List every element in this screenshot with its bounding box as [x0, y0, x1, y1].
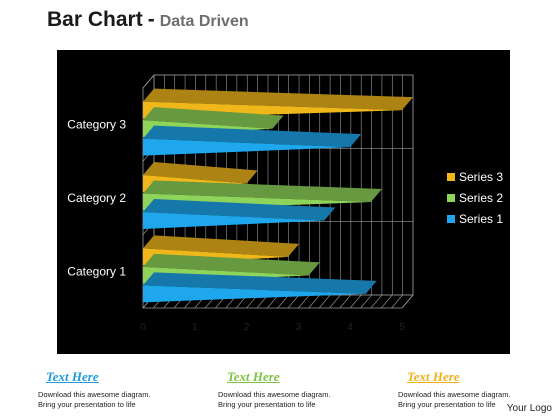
bar-top-face [143, 125, 362, 148]
side-wall-line [142, 74, 155, 89]
floor-line [318, 294, 331, 309]
x-tick-label: 2 [244, 322, 250, 333]
bar-series-1-category-2 [143, 199, 336, 229]
category-label: Category 1 [67, 264, 126, 278]
bar-series-1-category-1 [143, 272, 377, 303]
floor-line [329, 294, 341, 309]
chart-subtitle: Data Driven [159, 13, 249, 30]
title-dash: - [147, 8, 155, 31]
bar-chart: 0 1 2 3 4 5 Category 1 Category 2 Category 3 Seri… [67, 74, 503, 333]
footer-text-1b: Bring your presentation to life [38, 400, 136, 409]
footer-text-2a: Download this awesome diagram. [218, 390, 331, 399]
bar-top-face [143, 253, 320, 276]
footer-block-2: Text Here Download this awesome diagram.… [218, 369, 368, 410]
bar-top-face [143, 199, 336, 221]
x-tick-label: 3 [296, 322, 302, 333]
x-tick-label: 5 [399, 322, 405, 333]
bar-top-face [143, 235, 300, 257]
floor-line [370, 294, 383, 309]
bar-series-1-category-3 [143, 125, 362, 156]
bar-front-face [143, 212, 325, 229]
legend: Series 3 Series 2 Series 1 [447, 170, 503, 226]
legend-swatch [447, 173, 455, 181]
floor-line [381, 294, 393, 309]
footer-heading-1[interactable]: Text Here [46, 369, 99, 384]
bar-top-face [143, 180, 382, 202]
footer-text-3a: Download this awesome diagram. [398, 390, 511, 399]
bar-top-face [143, 107, 284, 129]
floor-right-edge [401, 294, 414, 309]
bars [143, 88, 413, 303]
bar-top-face [143, 88, 413, 111]
x-tick-label: 4 [347, 322, 353, 333]
legend-label: Series 2 [459, 191, 503, 205]
category-label: Category 2 [67, 191, 126, 205]
floor-line [308, 294, 320, 309]
chart-title-main: Bar Chart [47, 8, 143, 31]
legend-label: Series 3 [459, 170, 503, 184]
chart-title: Bar Chart - Data Driven [47, 8, 249, 32]
footer-heading-3[interactable]: Text Here [407, 369, 460, 384]
logo-text: Your Logo [506, 403, 552, 414]
bar-top-face [143, 162, 258, 184]
floor-line [349, 294, 362, 309]
floor-line [360, 294, 372, 309]
footer-heading-2[interactable]: Text Here [227, 369, 280, 384]
bar-front-face [143, 285, 366, 303]
x-tick-labels: 0 1 2 3 4 5 [140, 322, 405, 333]
chart-panel: 0 1 2 3 4 5 Category 1 Category 2 Category 3 Seri… [57, 50, 510, 354]
bar-front-face [143, 138, 351, 156]
bar-top-face [143, 272, 377, 294]
x-tick-label: 1 [192, 322, 198, 333]
x-tick-label: 0 [140, 322, 146, 333]
floor-line [339, 294, 352, 309]
footer-block-3: Text Here Download this awesome diagram.… [398, 369, 548, 410]
floor-line [298, 294, 310, 309]
legend-swatch [447, 215, 455, 223]
footer-text-1a: Download this awesome diagram. [38, 390, 151, 399]
footer-block-1: Text Here Download this awesome diagram.… [38, 369, 188, 410]
footer-text-2b: Bring your presentation to life [218, 400, 316, 409]
legend-label: Series 1 [459, 212, 503, 226]
legend-swatch [447, 194, 455, 202]
floor-line [391, 294, 403, 309]
floor-line [287, 294, 300, 309]
floor-line [277, 294, 289, 309]
category-label: Category 3 [67, 118, 126, 132]
footer-text-3b: Bring your presentation to life [398, 400, 496, 409]
